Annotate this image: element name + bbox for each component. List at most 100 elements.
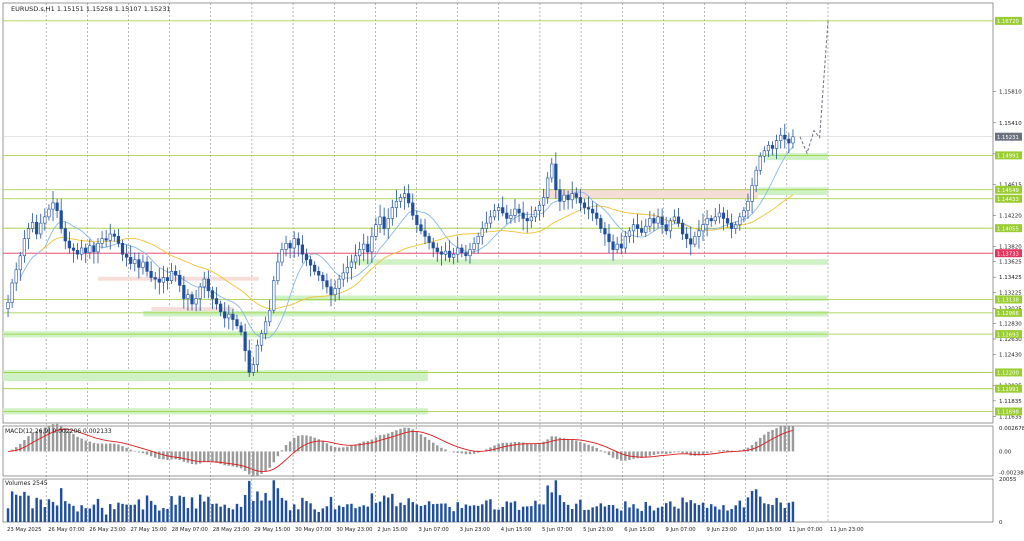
- time-tick-label: 10 Jun 15:00: [748, 527, 782, 533]
- candle-body: [770, 145, 775, 149]
- candle-body: [742, 210, 746, 218]
- candle-body: [680, 222, 685, 235]
- candle-body: [251, 364, 255, 373]
- candle-body: [174, 271, 178, 276]
- candle-body: [353, 255, 358, 263]
- candle-body: [566, 194, 570, 201]
- candle-body: [546, 177, 550, 198]
- candle-body: [611, 241, 615, 250]
- candle-body: [484, 222, 488, 229]
- time-tick-label: 11 Jun 07:00: [789, 527, 823, 533]
- time-tick-label: 30 May 07:00: [295, 527, 332, 533]
- time-tick-label: 3 Jun 23:00: [460, 527, 491, 533]
- candle-body: [656, 216, 660, 224]
- candle-body: [186, 294, 190, 299]
- candle-body: [672, 216, 677, 222]
- candle-body: [30, 222, 35, 229]
- candle-body: [313, 264, 317, 272]
- candle-body: [497, 207, 501, 211]
- candle-body: [402, 193, 407, 198]
- candle-body: [574, 193, 578, 198]
- candle-body: [423, 230, 427, 237]
- candle-body: [750, 185, 754, 202]
- candle-body: [791, 136, 795, 144]
- candle-body: [80, 247, 84, 255]
- candle-body: [758, 155, 762, 171]
- candle-body: [198, 286, 202, 299]
- candle-body: [268, 309, 272, 323]
- candle-body: [390, 207, 394, 219]
- candle-body: [75, 250, 80, 255]
- y-tick-label: 1.13425: [999, 275, 1022, 281]
- candle-body: [161, 277, 165, 283]
- volume-label: Volumes 2545: [5, 480, 48, 487]
- candle-body: [84, 247, 88, 253]
- price-tag: [995, 224, 1022, 233]
- candle-body: [47, 208, 51, 218]
- candle-body: [243, 331, 247, 351]
- price-tag-label: 1.11991: [997, 387, 1019, 393]
- candle-body: [513, 208, 517, 216]
- y-tick-label: 1.15410: [999, 121, 1022, 127]
- candle-body: [525, 218, 529, 222]
- candle-body: [591, 208, 595, 214]
- support-zone: [766, 153, 828, 161]
- candle-body: [709, 218, 713, 222]
- candle-body: [550, 163, 554, 179]
- candle-body: [137, 259, 141, 268]
- candle-body: [427, 236, 431, 243]
- candle-body: [35, 222, 39, 235]
- y-tick-label: 1.13625: [999, 260, 1022, 266]
- time-tick-label: 27 May 15:00: [130, 527, 167, 533]
- forecast-line: [799, 20, 829, 155]
- candle-body: [157, 278, 161, 283]
- price-tag: [995, 185, 1022, 194]
- candle-body: [468, 249, 472, 257]
- candle-body: [378, 216, 382, 225]
- candlesticks[interactable]: [6, 123, 795, 377]
- price-tag: [995, 368, 1022, 377]
- candle-body: [529, 216, 533, 222]
- candle-body: [668, 220, 672, 232]
- time-tick-label: 6 Jun 15:00: [624, 527, 655, 533]
- candle-body: [214, 298, 219, 305]
- candle-body: [439, 251, 443, 255]
- candle-body: [415, 215, 419, 225]
- y-tick-label: 1.14615: [999, 183, 1022, 189]
- candle-body: [754, 169, 758, 187]
- candle-body: [124, 253, 129, 258]
- candle-body: [304, 253, 309, 260]
- candle-body: [190, 294, 194, 305]
- candle-body: [22, 238, 27, 257]
- candle-body: [407, 193, 411, 204]
- volume-panel[interactable]: 20055 0: [6, 477, 1017, 526]
- candle-body: [178, 274, 182, 286]
- candle-body: [219, 303, 223, 313]
- resistance-zone: [151, 307, 234, 311]
- price-tag-label: 1.14055: [997, 226, 1019, 232]
- y-tick-label: 1.14220: [999, 213, 1022, 219]
- candle-body: [652, 218, 656, 224]
- price-tag: [995, 151, 1022, 160]
- candle-body: [705, 218, 709, 225]
- time-axis[interactable]: 23 May 2025 26 May 07:00 26 May 23:00 27 Ma…: [7, 527, 864, 533]
- candle-body: [18, 255, 22, 271]
- candle-body: [386, 218, 390, 229]
- candle-body: [762, 150, 766, 157]
- candle-body: [713, 216, 717, 222]
- time-tick-label: 5 Jun 07:00: [542, 527, 573, 533]
- macd-tick-label: 0.00: [999, 449, 1012, 455]
- macd-panel[interactable]: 0.002678 0.00 -0.002389: [8, 423, 1024, 477]
- price-axis[interactable]: 1.158101.154101.150101.146151.142201.138…: [993, 16, 1022, 421]
- candle-body: [14, 269, 18, 284]
- time-tick-label: 26 May 07:00: [48, 527, 85, 533]
- price-tag-label: 1.12966: [997, 311, 1020, 317]
- support-zone: [757, 187, 828, 196]
- candle-body: [333, 288, 337, 295]
- volume-tick-label: 0: [999, 520, 1003, 526]
- candle-body: [766, 145, 771, 152]
- candle-body: [51, 202, 55, 210]
- y-tick-label: 1.11835: [999, 399, 1022, 405]
